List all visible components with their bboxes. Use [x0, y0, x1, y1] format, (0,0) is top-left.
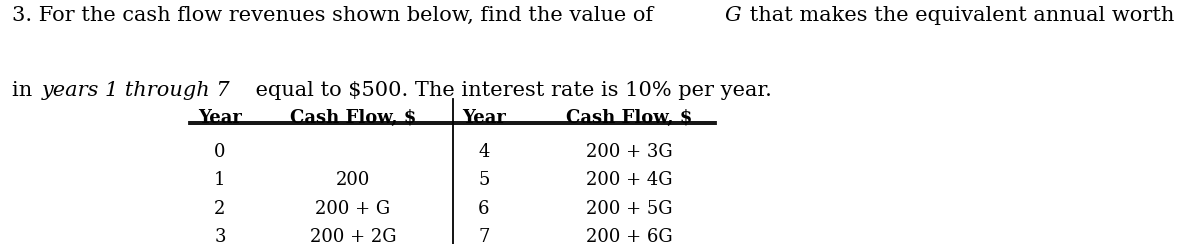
Text: 3: 3 [215, 228, 226, 244]
Text: 200: 200 [336, 171, 370, 189]
Text: Year: Year [198, 109, 242, 127]
Text: 1: 1 [215, 171, 226, 189]
Text: 2: 2 [215, 200, 226, 218]
Text: 6: 6 [478, 200, 490, 218]
Text: 3. For the cash flow revenues shown below, find the value of: 3. For the cash flow revenues shown belo… [12, 6, 660, 25]
Text: 4: 4 [479, 143, 490, 161]
Text: years 1 through 7: years 1 through 7 [42, 81, 230, 100]
Text: 200 + 5G: 200 + 5G [586, 200, 672, 218]
Text: Cash Flow, $: Cash Flow, $ [289, 109, 416, 127]
Text: in: in [12, 81, 40, 100]
Text: 200 + 2G: 200 + 2G [310, 228, 396, 244]
Text: 200 + 3G: 200 + 3G [586, 143, 672, 161]
Text: 200 + 4G: 200 + 4G [586, 171, 672, 189]
Text: 5: 5 [479, 171, 490, 189]
Text: equal to $500. The interest rate is 10% per year.: equal to $500. The interest rate is 10% … [250, 81, 773, 100]
Text: Year: Year [462, 109, 506, 127]
Text: 200 + 6G: 200 + 6G [586, 228, 672, 244]
Text: Cash Flow, $: Cash Flow, $ [566, 109, 692, 127]
Text: 0: 0 [215, 143, 226, 161]
Text: 200 + G: 200 + G [316, 200, 390, 218]
Text: that makes the equivalent annual worth: that makes the equivalent annual worth [743, 6, 1175, 25]
Text: G: G [725, 6, 742, 25]
Text: 7: 7 [479, 228, 490, 244]
